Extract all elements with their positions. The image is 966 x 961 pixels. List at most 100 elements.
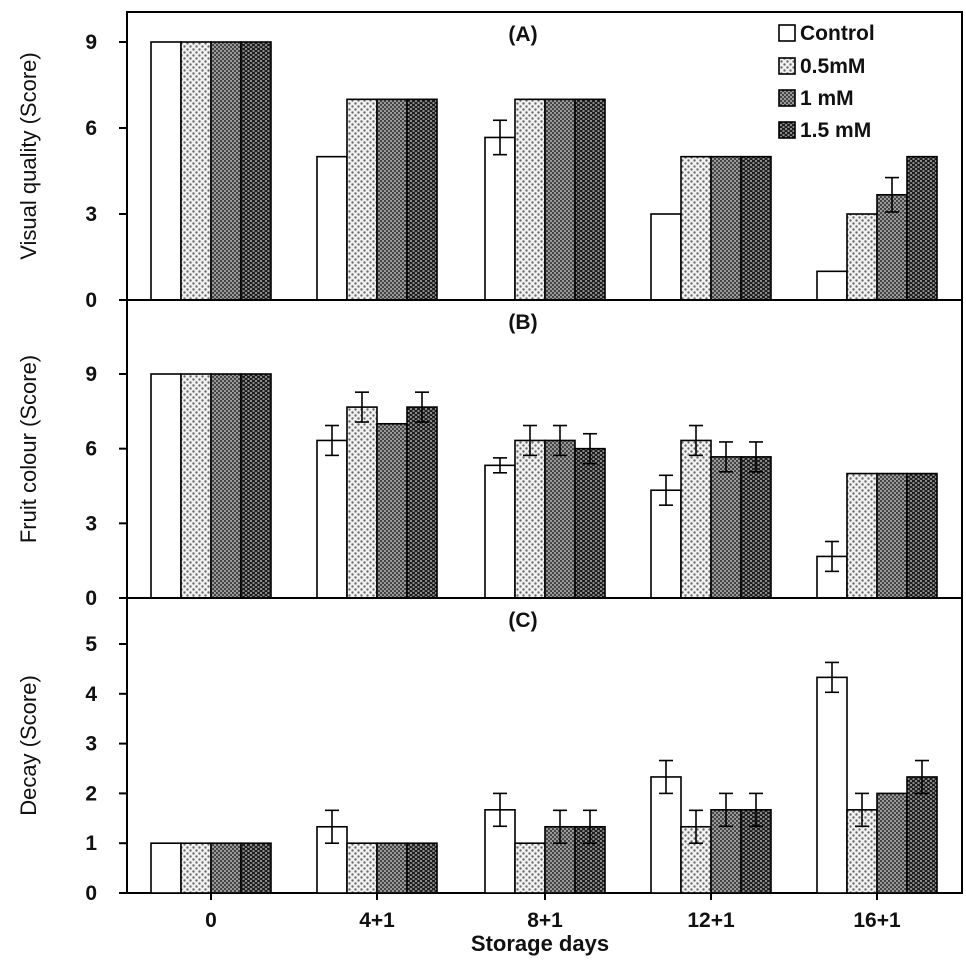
- error-bar: [659, 474, 673, 506]
- error-bar: [855, 792, 869, 828]
- panel-title: (A): [508, 23, 537, 46]
- legend-label-1mm: 1 mM: [800, 87, 854, 110]
- bar-control-3: [650, 776, 682, 894]
- bar-1mm-0: [210, 41, 242, 301]
- bar-1mm-3: [710, 456, 742, 599]
- bar-0-5mm-4: [846, 472, 878, 599]
- error-bar: [719, 792, 733, 828]
- x-tick-label: 4+1: [359, 909, 395, 932]
- error-bar: [659, 759, 673, 795]
- legend: Control 0.5mM 1 mM 1.5 mM: [778, 22, 875, 142]
- error-bar: [689, 424, 703, 457]
- error-bar: [493, 457, 507, 474]
- bar-0-5mm-2: [514, 98, 546, 301]
- bar-1-5mm-2: [574, 447, 606, 599]
- x-axis: 0 4+1 8+1 12+1 16+1 Storage days: [205, 893, 901, 956]
- bar-1mm-3: [710, 155, 742, 301]
- error-bar: [355, 391, 369, 423]
- bar-control-4: [816, 270, 848, 301]
- y-tick-label: 0: [85, 289, 97, 312]
- bar-0-5mm-2: [514, 842, 546, 894]
- bar-1mm-1: [376, 422, 408, 599]
- bar-1-5mm-3: [740, 155, 772, 301]
- legend-swatch-1-5mm: [778, 121, 796, 139]
- error-bar: [749, 441, 763, 473]
- bar-0-5mm-1: [346, 98, 378, 301]
- error-bar: [493, 119, 507, 156]
- bar-1-5mm-0: [240, 41, 272, 301]
- y-tick-label: 2: [85, 782, 97, 805]
- y-tick-label: 6: [85, 438, 97, 461]
- bar-control-0: [150, 842, 182, 894]
- bar-1mm-2: [544, 439, 576, 599]
- error-bar: [553, 424, 567, 457]
- bar-control-0: [150, 373, 182, 599]
- bar-control-0: [150, 41, 182, 301]
- bar-1-5mm-1: [406, 98, 438, 301]
- bar-1-5mm-0: [240, 842, 272, 894]
- bar-1mm-1: [376, 98, 408, 301]
- y-tick-label: 3: [85, 512, 97, 535]
- legend-swatch-0-5mm: [778, 57, 796, 75]
- error-bar: [553, 809, 567, 845]
- bar-control-1: [316, 155, 348, 301]
- panel-a: 0 3 6 9 (A) Visual quality (Score): [16, 11, 963, 312]
- error-bar: [523, 424, 537, 457]
- bar-1-5mm-1: [406, 406, 438, 599]
- error-bar: [915, 759, 929, 795]
- bar-1mm-4: [876, 472, 908, 599]
- bar-0-5mm-0: [180, 842, 212, 894]
- panel-title: (B): [508, 311, 537, 334]
- bar-1-5mm-4: [906, 776, 938, 894]
- error-bar: [583, 432, 597, 465]
- bar-0-5mm-0: [180, 41, 212, 301]
- bar-control-3: [650, 213, 682, 301]
- y-tick-label: 3: [85, 203, 97, 226]
- bar-0-5mm-2: [514, 439, 546, 599]
- error-bar: [885, 176, 899, 213]
- legend-label-0-5mm: 0.5mM: [800, 55, 865, 78]
- y-tick-label: 0: [85, 587, 97, 610]
- x-tick-label: 12+1: [687, 909, 735, 932]
- x-tick-label: 8+1: [527, 909, 563, 932]
- bar-1mm-1: [376, 842, 408, 894]
- bar-0-5mm-3: [680, 155, 712, 301]
- error-bar: [749, 792, 763, 828]
- bar-0-5mm-1: [346, 842, 378, 894]
- bar-0-5mm-3: [680, 439, 712, 599]
- bar-0-5mm-1: [346, 406, 378, 599]
- bar-control-3: [650, 489, 682, 599]
- legend-label-1-5mm: 1.5 mM: [800, 119, 871, 142]
- bar-control-4: [816, 676, 848, 894]
- error-bar: [325, 424, 339, 457]
- y-tick-label: 4: [85, 683, 97, 706]
- panel-c: 0 1 2 3 4 5 (C) Decay (Score): [16, 597, 963, 905]
- legend-swatch-1mm: [778, 89, 796, 107]
- x-tick-label: 16+1: [853, 909, 901, 932]
- error-bar: [719, 441, 733, 473]
- bar-1-5mm-0: [240, 373, 272, 599]
- y-axis-label: Decay (Score): [16, 675, 41, 816]
- y-tick-label: 0: [85, 882, 97, 905]
- error-bar: [583, 809, 597, 845]
- bar-control-2: [484, 136, 516, 301]
- legend-label-control: Control: [800, 22, 875, 45]
- bar-1mm-0: [210, 842, 242, 894]
- y-tick-label: 3: [85, 733, 97, 756]
- error-bar: [493, 792, 507, 828]
- legend-swatch-control: [778, 24, 796, 42]
- error-bar: [825, 540, 839, 573]
- y-tick-label: 9: [85, 31, 97, 54]
- panel-title: (C): [508, 609, 537, 632]
- x-axis-label: Storage days: [471, 931, 609, 956]
- bar-control-2: [484, 464, 516, 599]
- bar-0-5mm-0: [180, 373, 212, 599]
- error-bar: [689, 809, 703, 845]
- y-axis-label: Visual quality (Score): [16, 52, 41, 259]
- bar-1-5mm-1: [406, 842, 438, 894]
- error-bar: [325, 809, 339, 845]
- x-tick-label: 0: [205, 909, 217, 932]
- bar-1-5mm-3: [740, 456, 772, 599]
- y-tick-label: 6: [85, 117, 97, 140]
- y-tick-label: 9: [85, 363, 97, 386]
